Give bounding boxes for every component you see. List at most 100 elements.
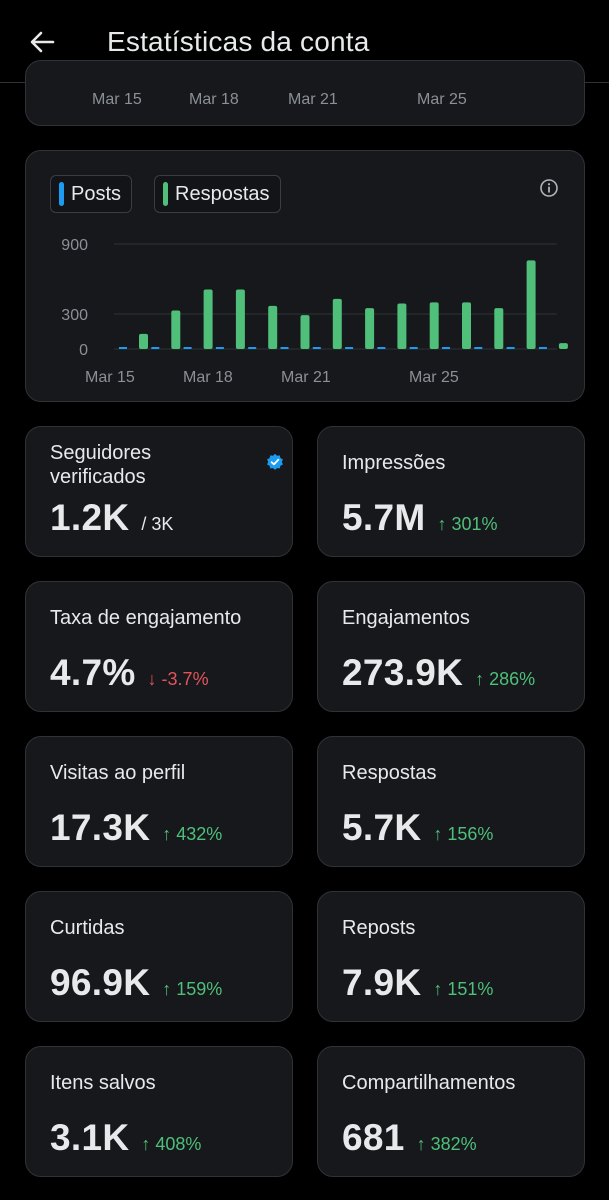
stat-change: ↑ 286% <box>475 669 536 689</box>
posts-bar[interactable] <box>280 347 289 349</box>
engagement-rate-card[interactable]: Taxa de engajamento 4.7% ↓ -3.7% <box>25 581 293 712</box>
stat-total: / 3K <box>141 514 174 534</box>
posts-bar[interactable] <box>248 347 257 349</box>
x-tick-label: Mar 21 <box>288 91 338 108</box>
y-tick-label: 300 <box>61 307 88 324</box>
stat-value: 681 <box>342 1117 405 1158</box>
x-tick-label: Mar 25 <box>409 369 459 386</box>
replies-bar[interactable] <box>235 289 245 350</box>
stat-value: 7.9K <box>342 962 422 1003</box>
posts-bar[interactable] <box>506 347 515 349</box>
posts-bar[interactable] <box>538 347 547 349</box>
shares-card[interactable]: Compartilhamentos 681 ↑ 382% <box>317 1046 585 1177</box>
stat-label: Seguidores verificados <box>50 442 152 488</box>
posts-swatch <box>59 182 64 206</box>
replies-bar[interactable] <box>397 303 407 350</box>
stat-value-row: 5.7K ↑ 156% <box>342 807 493 849</box>
replies-swatch <box>163 182 168 206</box>
legend-replies[interactable]: Respostas <box>154 175 281 213</box>
stat-value-row: 17.3K ↑ 432% <box>50 807 222 849</box>
x-tick-label: Mar 18 <box>183 369 233 386</box>
bookmarks-card[interactable]: Itens salvos 3.1K ↑ 408% <box>25 1046 293 1177</box>
posts-bar[interactable] <box>409 347 418 349</box>
stat-change: ↓ -3.7% <box>147 669 209 689</box>
verified-followers-card[interactable]: Seguidores verificados 1.2K / 3K <box>25 426 293 557</box>
replies-bar[interactable] <box>365 308 375 349</box>
replies-bar[interactable] <box>139 333 148 349</box>
replies-bar[interactable] <box>462 302 471 349</box>
stat-value-row: 5.7M ↑ 301% <box>342 497 498 539</box>
stat-value-row: 3.1K ↑ 408% <box>50 1117 201 1159</box>
stat-label: Reposts <box>342 917 416 939</box>
replies-bar[interactable] <box>203 289 213 350</box>
legend-replies-label: Respostas <box>175 182 270 205</box>
stat-change: ↑ 432% <box>162 824 223 844</box>
replies-bar[interactable] <box>300 315 310 349</box>
posts-bar[interactable] <box>442 347 450 349</box>
x-tick-label: Mar 15 <box>85 369 135 386</box>
stat-value: 5.7M <box>342 497 426 538</box>
top-chart-card: Mar 15 Mar 18 Mar 21 Mar 25 <box>25 60 585 126</box>
stat-value-row: 681 ↑ 382% <box>342 1117 477 1159</box>
y-tick-label: 900 <box>61 237 88 254</box>
stat-value: 96.9K <box>50 962 151 1003</box>
verified-badge-icon <box>267 453 283 470</box>
bar-chart: 900 300 0 Mar 15 Mar 18 Mar 21 Mar 25 <box>61 237 568 386</box>
replies-bar[interactable] <box>171 310 181 350</box>
stat-value-row: 96.9K ↑ 159% <box>50 962 222 1004</box>
replies-bar[interactable] <box>558 343 568 349</box>
x-tick-label: Mar 18 <box>189 91 239 108</box>
profile-visits-card[interactable]: Visitas ao perfil 17.3K ↑ 432% <box>25 736 293 867</box>
stat-label: Itens salvos <box>50 1072 156 1094</box>
posts-bar[interactable] <box>377 347 386 349</box>
stat-value: 17.3K <box>50 807 151 848</box>
engagements-card[interactable]: Engajamentos 273.9K ↑ 286% <box>317 581 585 712</box>
posts-bar[interactable] <box>474 347 483 349</box>
stat-label: Visitas ao perfil <box>50 762 186 784</box>
stat-change: ↑ 159% <box>162 979 223 999</box>
stat-label: Engajamentos <box>342 607 470 629</box>
stat-label: Impressões <box>342 452 446 474</box>
legend-posts[interactable]: Posts <box>50 175 133 213</box>
page-title: Estatísticas da conta <box>107 26 370 57</box>
posts-bar[interactable] <box>119 347 127 349</box>
likes-card[interactable]: Curtidas 96.9K ↑ 159% <box>25 891 293 1022</box>
y-tick-label: 0 <box>79 342 88 359</box>
legend-posts-label: Posts <box>71 182 122 205</box>
stat-change: ↑ 301% <box>437 514 498 534</box>
replies-bar[interactable] <box>268 305 278 349</box>
posts-bar[interactable] <box>183 347 192 349</box>
stat-value-row: 7.9K ↑ 151% <box>342 962 493 1004</box>
replies-bar[interactable] <box>332 298 342 349</box>
x-tick-label: Mar 15 <box>92 91 142 108</box>
replies-bar[interactable] <box>494 308 504 349</box>
stat-label: Compartilhamentos <box>342 1072 516 1094</box>
posts-replies-chart-card: Posts Respostas 900 300 0 Mar 15 Mar 18 Mar 2… <box>25 150 585 402</box>
stat-label: Respostas <box>342 762 437 784</box>
stat-label: Curtidas <box>50 917 125 939</box>
stat-change: ↑ 151% <box>433 979 494 999</box>
posts-bar[interactable] <box>151 347 160 349</box>
replies-bar[interactable] <box>429 302 439 349</box>
info-icon[interactable] <box>539 178 559 198</box>
stat-label: Taxa de engajamento <box>50 607 242 629</box>
posts-bar[interactable] <box>215 347 224 349</box>
posts-bar[interactable] <box>345 347 354 349</box>
stat-value: 4.7% <box>50 652 136 693</box>
stat-change: ↑ 156% <box>433 824 494 844</box>
posts-bar[interactable] <box>312 347 321 349</box>
back-arrow-icon <box>30 31 55 53</box>
stat-value-row: 4.7% ↓ -3.7% <box>50 652 209 694</box>
x-tick-label: Mar 21 <box>281 369 331 386</box>
back-button[interactable] <box>22 24 62 60</box>
reposts-card[interactable]: Reposts 7.9K ↑ 151% <box>317 891 585 1022</box>
replies-card[interactable]: Respostas 5.7K ↑ 156% <box>317 736 585 867</box>
stat-change: ↑ 408% <box>141 1134 202 1154</box>
x-tick-label: Mar 25 <box>417 91 467 108</box>
replies-bar[interactable] <box>526 260 536 349</box>
stat-value: 5.7K <box>342 807 422 848</box>
impressions-card[interactable]: Impressões 5.7M ↑ 301% <box>317 426 585 557</box>
stat-value: 273.9K <box>342 652 464 693</box>
stat-value-row: 1.2K / 3K <box>50 497 173 539</box>
stat-value: 3.1K <box>50 1117 130 1158</box>
